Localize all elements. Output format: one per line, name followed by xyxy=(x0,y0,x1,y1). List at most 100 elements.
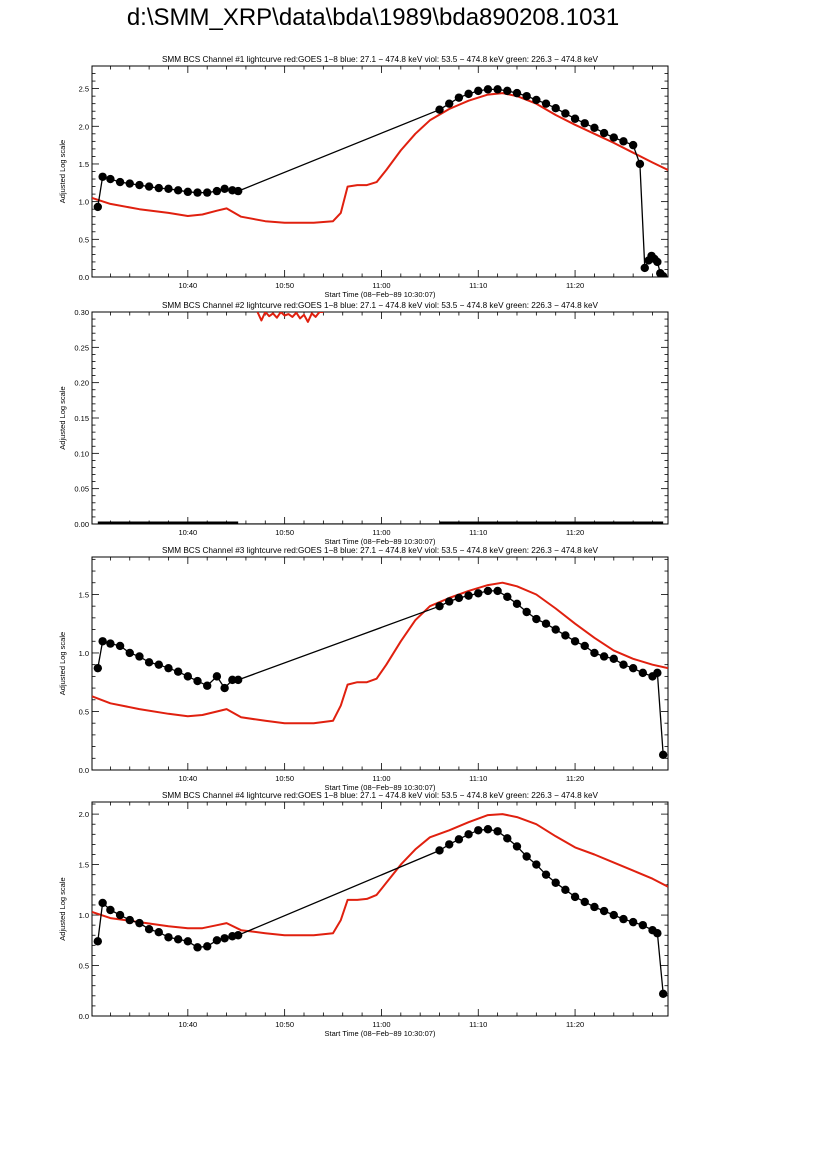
data-point-bcs xyxy=(125,648,134,658)
data-point-bcs xyxy=(580,641,589,651)
data-point-bcs xyxy=(115,641,125,651)
data-point-bcs xyxy=(164,933,173,942)
plot-frame xyxy=(91,556,669,771)
x-tick-label: 11:10 xyxy=(469,281,487,290)
data-point-bcs xyxy=(135,652,144,661)
data-point-bcs xyxy=(454,93,464,102)
data-point-bcs xyxy=(580,119,589,128)
data-point-bcs xyxy=(522,607,531,617)
x-tick-label: 11:20 xyxy=(566,1020,584,1029)
data-point-bcs xyxy=(144,182,154,191)
data-point-bcs xyxy=(512,842,522,851)
data-point-bcs xyxy=(183,187,193,197)
data-point-bcs xyxy=(212,936,222,945)
data-point-bcs xyxy=(590,648,599,658)
data-point-bcs xyxy=(93,202,103,212)
data-point-bcs xyxy=(144,658,154,667)
series-line-bcs xyxy=(97,828,664,994)
data-point-bcs xyxy=(212,672,222,681)
data-point-bcs xyxy=(464,830,473,839)
data-point-bcs xyxy=(454,835,464,844)
data-point-bcs xyxy=(628,663,638,673)
data-point-bcs xyxy=(532,614,541,624)
data-point-bcs xyxy=(609,910,618,920)
data-point-bcs xyxy=(561,631,570,640)
data-point-bcs xyxy=(98,172,107,181)
data-point-bcs xyxy=(483,586,493,596)
data-point-bcs xyxy=(183,937,193,946)
data-point-bcs xyxy=(619,914,628,924)
x-axis-label: Start Time (08−Feb−89 10:30:07) xyxy=(325,1029,436,1038)
y-axis-label: Adjusted Log scale xyxy=(58,386,67,449)
data-point-bcs xyxy=(445,99,454,108)
data-point-bcs xyxy=(464,591,473,600)
data-point-bcs xyxy=(541,99,551,108)
y-axis-label: Adjusted Log scale xyxy=(58,632,67,695)
data-point-bcs xyxy=(93,663,103,673)
y-tick-label: 0.30 xyxy=(74,308,89,317)
data-layer xyxy=(92,813,668,998)
data-point-bcs xyxy=(619,660,628,669)
series-line-goes xyxy=(92,581,668,725)
data-point-bcs xyxy=(658,989,668,998)
data-point-bcs xyxy=(154,928,163,937)
y-axis-label: Adjusted Log scale xyxy=(58,140,67,203)
x-tick-label: 10:50 xyxy=(275,1020,294,1029)
data-point-bcs xyxy=(590,902,599,912)
y-tick-label: 1.0 xyxy=(79,649,89,658)
chart-title: SMM BCS Channel #3 lightcurve red:GOES 1… xyxy=(162,546,599,555)
data-point-bcs xyxy=(193,188,202,197)
x-tick-label: 10:40 xyxy=(178,1020,197,1029)
chart-title: SMM BCS Channel #1 lightcurve red:GOES 1… xyxy=(162,55,599,64)
y-tick-label: 0.00 xyxy=(74,520,89,529)
data-point-bcs xyxy=(203,942,212,951)
data-point-bcs xyxy=(93,937,103,946)
data-point-bcs xyxy=(135,180,144,190)
data-point-bcs xyxy=(503,834,512,843)
data-point-bcs xyxy=(193,943,202,952)
data-point-bcs xyxy=(98,898,107,908)
data-point-bcs xyxy=(653,929,662,938)
data-point-bcs xyxy=(541,870,551,879)
data-point-bcs xyxy=(561,885,570,895)
data-point-bcs xyxy=(474,86,483,96)
data-point-bcs xyxy=(628,917,638,927)
x-tick-label: 11:20 xyxy=(566,281,584,290)
y-tick-label: 2.5 xyxy=(79,85,89,94)
data-point-bcs xyxy=(435,601,444,611)
data-point-bcs xyxy=(115,910,125,920)
data-point-bcs xyxy=(203,188,212,197)
y-tick-label: 0.5 xyxy=(79,962,89,971)
data-point-bcs xyxy=(474,589,483,598)
x-tick-label: 11:00 xyxy=(372,528,390,537)
chart-title: SMM BCS Channel #2 lightcurve red:GOES 1… xyxy=(162,301,599,310)
y-tick-label: 0.10 xyxy=(74,449,89,458)
y-tick-label: 0.05 xyxy=(74,485,89,494)
data-point-bcs xyxy=(154,660,163,669)
data-point-bcs xyxy=(653,668,662,678)
data-point-bcs xyxy=(640,263,649,273)
data-point-bcs xyxy=(220,683,229,693)
data-point-bcs xyxy=(212,186,222,196)
y-tick-label: 1.5 xyxy=(79,160,89,169)
data-point-bcs xyxy=(551,104,560,113)
series-line-goes xyxy=(92,92,668,224)
x-axis-label: Start Time (08−Feb−89 10:30:07) xyxy=(325,783,436,792)
data-point-bcs xyxy=(570,892,580,902)
data-point-bcs xyxy=(658,750,668,759)
y-tick-label: 0.0 xyxy=(79,1012,89,1021)
data-point-bcs xyxy=(106,639,115,648)
x-axis-label: Start Time (08−Feb−89 10:30:07) xyxy=(325,290,436,299)
x-tick-label: 10:50 xyxy=(275,281,294,290)
x-tick-label: 11:20 xyxy=(566,774,584,783)
series-line-goes xyxy=(256,312,324,323)
data-point-bcs xyxy=(522,852,531,861)
data-point-bcs xyxy=(638,668,648,678)
x-tick-label: 11:00 xyxy=(372,1020,390,1029)
data-point-bcs xyxy=(551,878,560,887)
data-point-bcs xyxy=(154,183,163,193)
data-point-bcs xyxy=(609,133,618,142)
series-line-goes xyxy=(92,813,668,937)
x-tick-label: 10:40 xyxy=(178,528,197,537)
